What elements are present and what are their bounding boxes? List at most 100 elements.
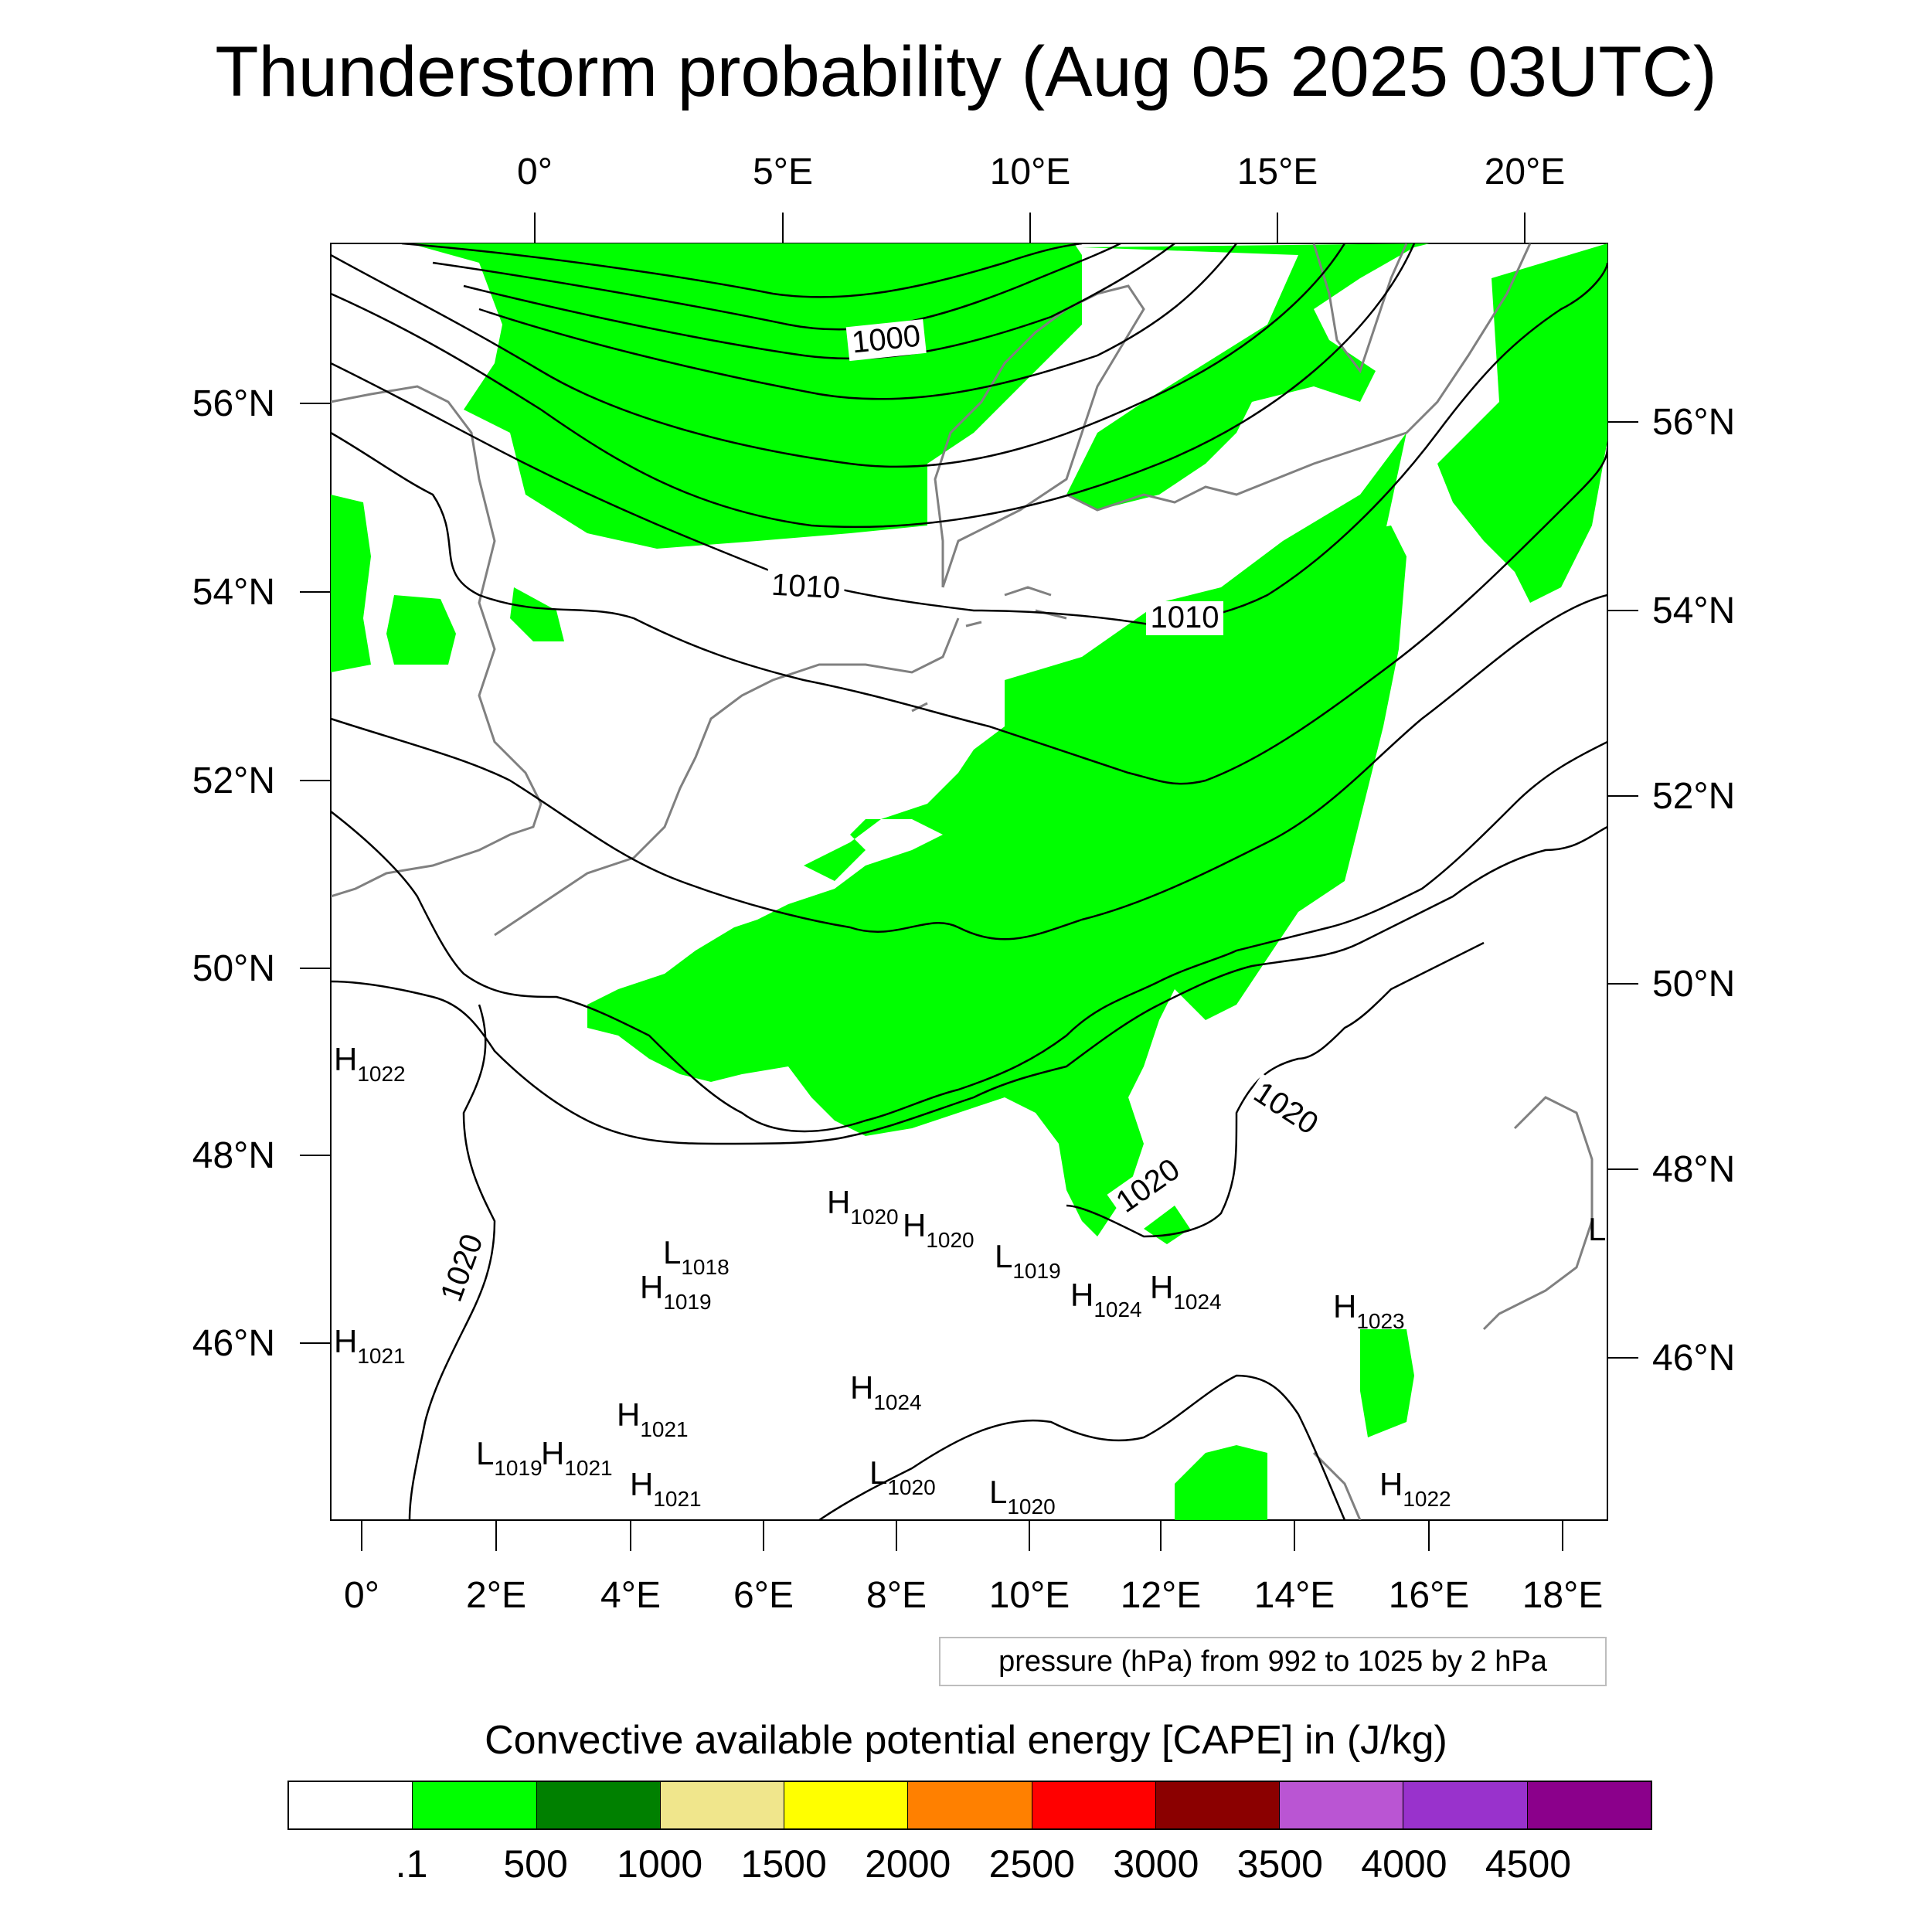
- colorbar-swatch: [784, 1782, 909, 1828]
- pressure-center-value: 1024: [873, 1390, 921, 1414]
- pressure-center-value: 1021: [357, 1344, 405, 1368]
- colorbar-swatch: [289, 1782, 413, 1828]
- pressure-center-letter: H: [541, 1435, 564, 1471]
- pressure-center-letter: H: [827, 1184, 850, 1220]
- cape-region-poland-band: [1314, 526, 1406, 866]
- right-lat-labels: 56°N 54°N 52°N 50°N 48°N 46°N: [1607, 402, 1735, 1379]
- colorbar-swatch: [536, 1782, 661, 1828]
- contour-label-bg: [766, 568, 845, 607]
- pressure-center-high: H1023: [1333, 1288, 1405, 1333]
- cape-region-alps-bottom: [1175, 1445, 1267, 1520]
- pressure-center-high: H1024: [850, 1369, 922, 1414]
- pressure-note: pressure (hPa) from 992 to 1025 by 2 hPa: [939, 1637, 1607, 1686]
- pressure-center-value: 1024: [1094, 1298, 1141, 1321]
- right-lat-label: 52°N: [1652, 776, 1735, 817]
- bottom-lon-label: 18°E: [1522, 1575, 1604, 1616]
- left-lat-label: 52°N: [192, 760, 275, 801]
- pressure-center-high: H1020: [903, 1207, 975, 1252]
- pressure-center-value: 1019: [494, 1456, 542, 1480]
- bottom-lon-label: 14°E: [1254, 1575, 1335, 1616]
- coast-sweden: [1312, 243, 1408, 374]
- pressure-center-value: 1023: [1356, 1309, 1404, 1333]
- top-lon-label: 5°E: [753, 151, 813, 192]
- pressure-center-letter: H: [640, 1269, 663, 1305]
- left-lat-label: 56°N: [192, 383, 275, 424]
- top-lon-label: 10°E: [990, 151, 1071, 192]
- pressure-center-letter: L: [989, 1474, 1007, 1510]
- right-lat-label: 48°N: [1652, 1149, 1735, 1190]
- colorbar: [287, 1781, 1652, 1830]
- pressure-center-letter: H: [617, 1396, 640, 1433]
- cape-region-se-small: [1360, 1329, 1414, 1437]
- bottom-lon-labels: 0° 2°E 4°E 6°E 8°E 10°E 12°E 14°E 16°E 18°E: [344, 1520, 1603, 1616]
- left-lat-label: 48°N: [192, 1135, 275, 1176]
- top-lon-label: 0°: [517, 151, 553, 192]
- isobar-8: [331, 594, 1607, 940]
- colorbar-swatch: [1403, 1782, 1528, 1828]
- cape-region-north-scatter: [1066, 243, 1430, 510]
- top-lon-labels: 0° 5°E 10°E 15°E 20°E: [517, 151, 1565, 243]
- pressure-center-letter: H: [1070, 1277, 1094, 1313]
- colorbar-label: 1000: [617, 1842, 703, 1886]
- pressure-center-low: L1018: [663, 1234, 730, 1279]
- cape-region-west-uk: [331, 495, 371, 672]
- pressure-center-letter: H: [1379, 1466, 1403, 1502]
- cape-region-ch-blob: [510, 587, 564, 641]
- contour-label: 1010: [770, 568, 841, 606]
- left-lat-label: 46°N: [192, 1323, 275, 1364]
- pressure-center-low: L1019: [995, 1238, 1061, 1283]
- pressure-center-low: L1020: [989, 1474, 1056, 1519]
- bottom-lon-label: 12°E: [1121, 1575, 1202, 1616]
- pressure-center-high: H1020: [827, 1184, 899, 1229]
- pressure-center-value: 1021: [564, 1456, 612, 1480]
- isobar-4: [478, 243, 1237, 400]
- colorbar-label: 2000: [865, 1842, 951, 1886]
- colorbar-label: .1: [395, 1842, 428, 1886]
- pressure-center-high: H1022: [334, 1041, 406, 1086]
- right-lat-label: 46°N: [1652, 1338, 1735, 1379]
- pressure-center-high: H1022: [1379, 1466, 1451, 1511]
- colorbar-swatch: [413, 1782, 537, 1828]
- left-lat-labels: 56°N 54°N 52°N 50°N 48°N 46°N: [192, 383, 331, 1364]
- contour-label-bg: [1146, 601, 1223, 635]
- pressure-center-value: 1020: [1007, 1495, 1055, 1519]
- isobar-10: [331, 825, 1607, 1145]
- right-lat-label: 54°N: [1652, 590, 1735, 631]
- cape-region-west-blob: [386, 595, 456, 665]
- pressure-center-high: H1024: [1070, 1277, 1142, 1321]
- pressure-center-letter: L: [869, 1454, 887, 1491]
- colorbar-label: 4000: [1361, 1842, 1447, 1886]
- colorbar-title: Convective available potential energy [C…: [485, 1718, 1447, 1763]
- pressure-center-letter: H: [1150, 1269, 1173, 1305]
- pressure-center-letter: H: [334, 1323, 357, 1359]
- isobar-12: [818, 1374, 1346, 1520]
- pressure-center-value: 1019: [1012, 1259, 1060, 1283]
- pressure-center-value: 1024: [1173, 1290, 1221, 1314]
- colorbar-label: 3000: [1113, 1842, 1199, 1886]
- colorbar-swatch: [1527, 1782, 1651, 1828]
- pressure-center-letter: L: [663, 1234, 681, 1270]
- pressure-center-high: H1021: [617, 1396, 689, 1441]
- coast-france-nl: [494, 617, 960, 937]
- left-lat-label: 54°N: [192, 572, 275, 613]
- contour-label-bg: [845, 318, 927, 362]
- coastlines: [331, 243, 1594, 1520]
- isobar-1: [401, 243, 1083, 298]
- pressure-center-value: 1020: [850, 1205, 898, 1229]
- right-lat-label: 56°N: [1652, 402, 1735, 443]
- pressure-center-letter: L: [1588, 1211, 1606, 1247]
- pressure-center-value: 1019: [663, 1290, 711, 1314]
- left-lat-label: 50°N: [192, 948, 275, 989]
- pressure-center-value: 1020: [887, 1475, 935, 1499]
- chart-title: Thunderstorm probability (Aug 05 2025 03…: [215, 32, 1717, 111]
- contour-label: 1010: [1151, 600, 1219, 634]
- pressure-center-low: L1019: [476, 1435, 543, 1480]
- colorbar-label: 2500: [988, 1842, 1075, 1886]
- pressure-center-high: H1021: [334, 1323, 406, 1368]
- pressure-center-low: L: [1588, 1211, 1606, 1247]
- coast-italy-east: [1312, 1451, 1362, 1520]
- isobar-1020-west: [408, 1004, 496, 1520]
- pressure-center-value: 1018: [681, 1255, 729, 1279]
- isobar-6: [331, 243, 1416, 529]
